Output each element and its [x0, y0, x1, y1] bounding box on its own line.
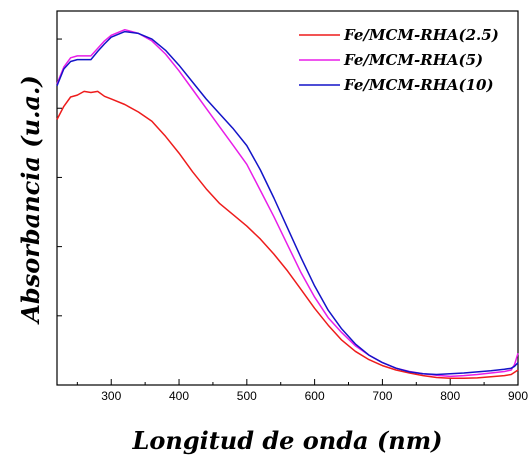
x-tick-label: 400	[169, 389, 189, 403]
legend: Fe/MCM-RHA(2.5) Fe/MCM-RHA(5) Fe/MCM-RHA(1…	[299, 26, 499, 94]
x-tick-label: 500	[237, 389, 257, 403]
series-line-2	[56, 28, 519, 378]
x-axis-label: Longitud de onda (nm)	[131, 426, 442, 455]
series-layer	[56, 28, 519, 380]
legend-label: Fe/MCM-RHA(2.5)	[343, 26, 499, 44]
legend-label: Fe/MCM-RHA(10)	[343, 76, 494, 94]
x-tick-label: 700	[372, 389, 392, 403]
y-axis	[57, 38, 62, 317]
x-axis: 300 400 500 600 700 800 900	[76, 379, 528, 403]
plot-frame	[56, 10, 519, 386]
series-line-1	[56, 90, 519, 380]
x-tick-label: 800	[440, 389, 460, 403]
x-tick-label: 600	[305, 389, 325, 403]
legend-label: Fe/MCM-RHA(5)	[343, 51, 483, 69]
y-axis-label: Absorbancia (u.a.)	[16, 75, 45, 324]
x-tick-label: 300	[101, 389, 121, 403]
x-tick-label: 900	[508, 389, 528, 403]
series-line-3	[56, 30, 519, 376]
